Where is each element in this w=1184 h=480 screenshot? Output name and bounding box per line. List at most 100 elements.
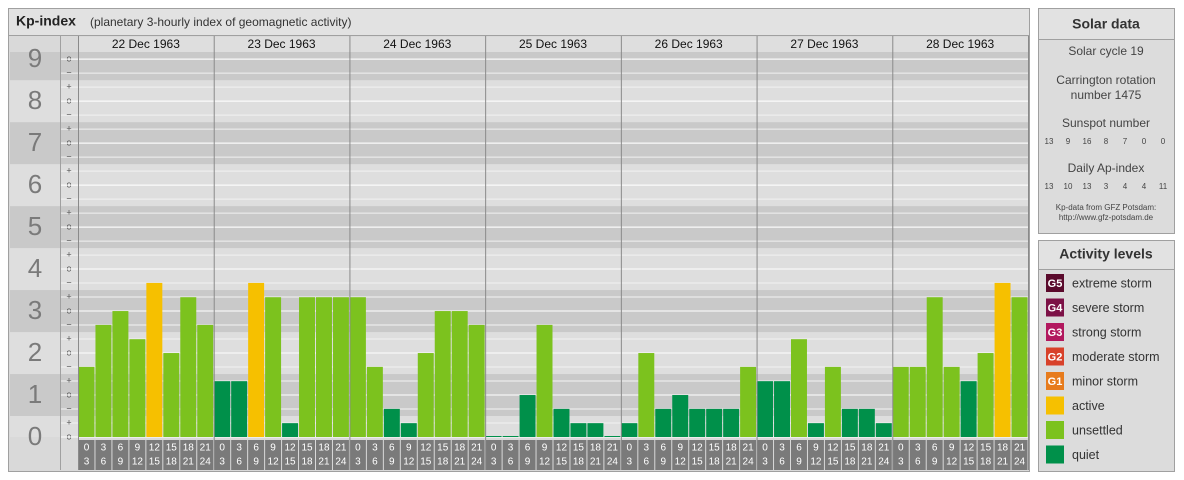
x-tick-label: 24: [878, 457, 890, 468]
level-badge: G1: [1048, 376, 1063, 388]
level-swatch: [1046, 347, 1064, 366]
date-label: 26 Dec 1963: [655, 37, 723, 51]
bar: [638, 353, 655, 437]
x-cell: [282, 440, 299, 470]
y-tick-label: 0: [28, 421, 42, 451]
sublevel-label: o: [66, 305, 71, 315]
x-tick-label: 12: [268, 457, 280, 468]
bar: [536, 324, 553, 437]
x-tick-label: 21: [726, 457, 738, 468]
x-cell: [129, 440, 146, 470]
x-cell: [265, 440, 282, 470]
sublevel-label: o: [66, 95, 71, 105]
level-swatch: [1046, 298, 1064, 317]
solar-number: 7: [1123, 137, 1128, 146]
x-tick-label: 9: [542, 443, 548, 454]
bar: [332, 297, 349, 437]
y-tick-label: 8: [28, 85, 42, 115]
bar: [570, 423, 587, 437]
x-tick-label: 15: [420, 457, 432, 468]
x-tick-label: 15: [556, 457, 568, 468]
x-cell: [926, 440, 943, 470]
bar: [892, 366, 909, 437]
x-tick-label: 21: [590, 457, 602, 468]
x-tick-label: 21: [471, 443, 483, 454]
x-tick-label: 3: [236, 443, 242, 454]
x-cell: [807, 440, 824, 470]
x-tick-label: 6: [932, 443, 938, 454]
x-tick-label: 0: [355, 443, 361, 454]
bar: [129, 339, 146, 437]
x-cell: [672, 440, 689, 470]
solar-cycle: Solar cycle 19: [1068, 44, 1144, 58]
bar: [231, 381, 248, 437]
bar: [400, 423, 417, 437]
x-tick-label: 3: [508, 443, 514, 454]
band: [10, 416, 1028, 437]
x-tick-label: 15: [301, 443, 313, 454]
sublevel-label: −: [66, 193, 71, 203]
bar: [824, 366, 841, 437]
y-tick-label: 2: [28, 337, 42, 367]
sublevel-label: +: [66, 333, 71, 343]
x-tick-label: 18: [437, 457, 449, 468]
level-badge: G3: [1048, 327, 1063, 339]
bar: [485, 436, 502, 437]
y-tick-label: 3: [28, 295, 42, 325]
sublevel-label: +: [66, 291, 71, 301]
x-tick-label: 18: [454, 443, 466, 454]
date-cell: [349, 37, 486, 52]
x-cell: [689, 440, 706, 470]
x-tick-label: 12: [539, 457, 551, 468]
bar: [349, 297, 366, 437]
x-cell: [723, 440, 740, 470]
x-tick-label: 9: [677, 443, 683, 454]
x-cell: [95, 440, 112, 470]
x-cell: [774, 440, 790, 470]
x-tick-label: 18: [980, 457, 992, 468]
solar-number: 8: [1104, 137, 1109, 146]
bar: [909, 366, 926, 437]
x-tick-label: 21: [861, 457, 873, 468]
x-tick-label: 15: [573, 443, 585, 454]
level-swatch: [1046, 396, 1064, 415]
x-tick-label: 24: [1014, 457, 1026, 468]
x-tick-label: 9: [406, 443, 412, 454]
x-cell: [994, 440, 1011, 470]
x-cell: [570, 440, 587, 470]
bar: [434, 311, 451, 437]
bar: [994, 282, 1011, 437]
x-tick-label: 3: [915, 443, 921, 454]
x-cell: [248, 440, 265, 470]
level-label: strong storm: [1072, 325, 1141, 339]
date-label: 25 Dec 1963: [519, 37, 587, 51]
bar: [791, 339, 807, 437]
x-tick-label: 21: [607, 443, 619, 454]
x-tick-label: 12: [556, 443, 568, 454]
activity-title: Activity levels: [1059, 246, 1153, 262]
x-tick-label: 3: [898, 457, 904, 468]
x-tick-label: 0: [762, 443, 768, 454]
x-tick-label: 6: [253, 443, 259, 454]
x-tick-label: 18: [844, 457, 856, 468]
x-tick-label: 18: [183, 443, 195, 454]
level-swatch: [1046, 421, 1064, 439]
date-cell: [485, 37, 621, 52]
source-url: http://www.gfz-potsdam.de: [1059, 213, 1154, 222]
x-cell: [706, 440, 723, 470]
bar: [383, 408, 400, 437]
date-label: 23 Dec 1963: [248, 37, 316, 51]
bar: [417, 353, 434, 437]
solar-number: 13: [1045, 137, 1054, 146]
level-badge: G5: [1048, 278, 1063, 290]
solar-title: Solar data: [1072, 16, 1140, 32]
x-tick-label: 15: [149, 457, 161, 468]
date-label: 22 Dec 1963: [112, 37, 180, 51]
sublevel-label: −: [66, 68, 71, 78]
x-tick-label: 21: [743, 443, 755, 454]
level-label: unsettled: [1072, 423, 1123, 437]
x-tick-label: 15: [437, 443, 449, 454]
x-cell: [536, 440, 553, 470]
x-tick-label: 24: [743, 457, 755, 468]
level-label: active: [1072, 399, 1105, 413]
